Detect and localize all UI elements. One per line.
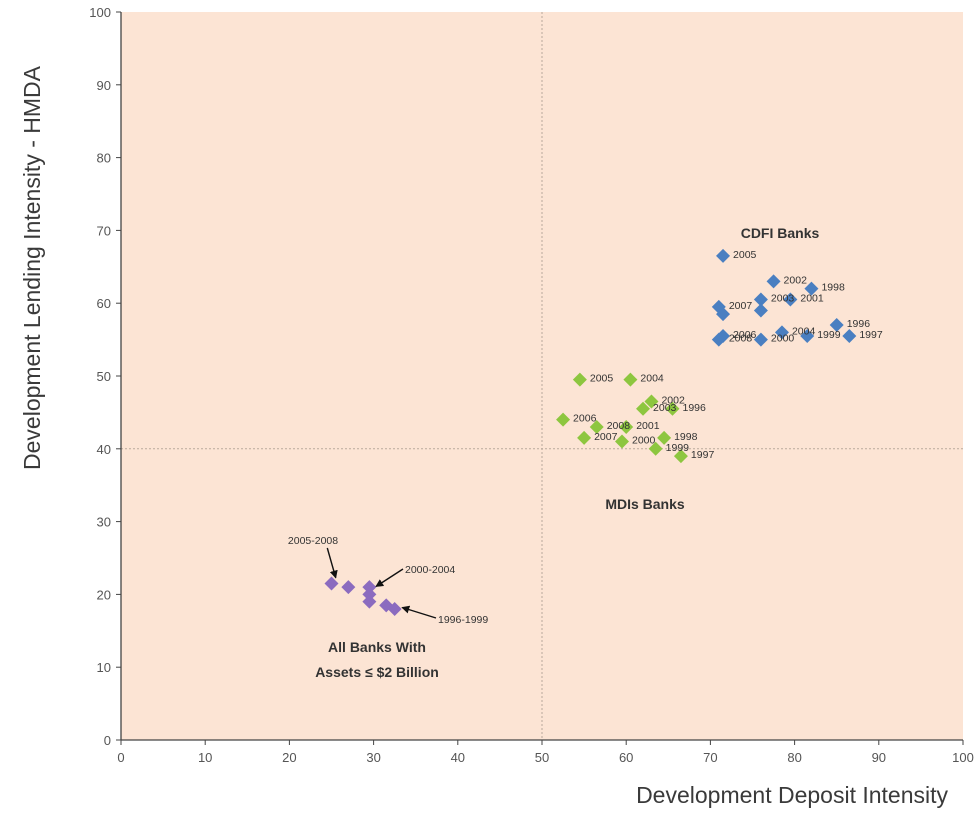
annotation-2005-2008: 2005-2008 (288, 535, 338, 547)
data-point (753, 292, 768, 307)
y-tick-label: 10 (97, 660, 111, 675)
y-tick-label: 70 (97, 223, 111, 238)
data-point (804, 281, 819, 296)
data-point-label: 1996 (683, 402, 707, 414)
data-point-label: 1998 (821, 282, 845, 294)
x-tick-label: 0 (117, 750, 124, 765)
y-tick-label: 30 (97, 515, 111, 530)
annotation-2000-2004: 2000-2004 (405, 564, 455, 576)
data-point-label: 2008 (607, 420, 631, 432)
annotation-arrows (326, 547, 437, 619)
data-point (636, 401, 651, 416)
data-point (774, 325, 789, 340)
data-point-label: 2008 (729, 333, 753, 345)
data-point (387, 601, 402, 616)
data-point-label: 2004 (792, 325, 816, 337)
reference-lines (121, 12, 963, 740)
y-tick-label: 20 (97, 587, 111, 602)
arrow-1996-1999 (401, 605, 437, 619)
y-tick-label: 100 (89, 5, 111, 20)
y-tick-label: 50 (97, 369, 111, 384)
data-point-label: 1997 (691, 449, 715, 461)
data-point-label: 1998 (674, 431, 698, 443)
data-point (644, 394, 659, 409)
data-point (766, 274, 781, 289)
data-point (842, 328, 857, 343)
x-tick-label: 30 (366, 750, 380, 765)
data-point-label: 1996 (847, 318, 871, 330)
data-point (362, 594, 377, 609)
annotation-1996-1999: 1996-1999 (438, 614, 488, 626)
data-point (783, 292, 798, 307)
data-point-label: 2002 (661, 394, 685, 406)
y-tick-label: 40 (97, 442, 111, 457)
data-point (556, 412, 571, 427)
x-tick-label: 20 (282, 750, 296, 765)
data-point-label: 2003 (653, 402, 677, 414)
data-point-label: 2007 (729, 300, 753, 312)
x-tick-label: 50 (535, 750, 549, 765)
arrow-2000-2004 (375, 568, 404, 587)
data-point (800, 328, 815, 343)
data-point-label: 2002 (784, 274, 808, 286)
y-tick-label: 90 (97, 78, 111, 93)
data-point-label: 1999 (666, 442, 690, 454)
x-tick-label: 40 (451, 750, 465, 765)
all-banks-label-line1: All Banks With (328, 639, 426, 655)
data-point (665, 401, 680, 416)
data-point (716, 248, 731, 263)
cdfi-group-label: CDFI Banks (741, 225, 820, 241)
data-point (589, 419, 604, 434)
data-point (753, 332, 768, 347)
x-tick-label: 10 (198, 750, 212, 765)
data-point-label: 2003 (771, 293, 795, 305)
data-point-label: 2004 (640, 373, 664, 385)
data-point-label: 1997 (859, 329, 883, 341)
data-point-label: 2001 (636, 420, 660, 432)
data-point (362, 587, 377, 602)
data-point (623, 372, 638, 387)
y-tick-label: 0 (104, 733, 111, 748)
data-point (577, 430, 592, 445)
data-points (324, 248, 857, 616)
y-axis-title: Development Lending Intensity - HMDA (19, 65, 45, 470)
data-point (711, 332, 726, 347)
data-point-label: 2005 (590, 373, 614, 385)
data-point (341, 580, 356, 595)
data-point-label: 2006 (733, 329, 757, 341)
y-tick-label: 80 (97, 151, 111, 166)
x-tick-label: 70 (703, 750, 717, 765)
all-banks-label-line2: Assets ≤ $2 Billion (315, 664, 439, 680)
data-point-label: 1999 (817, 329, 841, 341)
data-point (673, 449, 688, 464)
data-point-label: 2000 (771, 333, 795, 345)
x-tick-label: 60 (619, 750, 633, 765)
data-point-label: 2007 (594, 431, 618, 443)
y-tick-label: 60 (97, 296, 111, 311)
data-point-label: 2001 (800, 293, 824, 305)
data-point (572, 372, 587, 387)
data-point-label: 2000 (632, 435, 656, 447)
point-labels: 2005 2002 1998 2003 2001 2007 1996 2004 2006 1999… (573, 249, 883, 461)
data-point (362, 580, 377, 595)
x-tick-label: 100 (952, 750, 974, 765)
data-point (324, 576, 339, 591)
data-point-label: 2005 (733, 249, 757, 261)
data-point (657, 430, 672, 445)
arrow-2005-2008 (326, 547, 338, 579)
data-point (829, 318, 844, 333)
data-point (753, 303, 768, 318)
data-point (716, 307, 731, 322)
x-tick-label: 90 (872, 750, 886, 765)
data-point (614, 434, 629, 449)
x-tick-label: 80 (787, 750, 801, 765)
tick-labels: 0 10 20 30 40 50 60 70 80 90 100 0 10 20 30 40 50 60 70 80 9… (89, 5, 974, 765)
data-point-label: 2006 (573, 413, 597, 425)
mdi-group-label: MDIs Banks (605, 496, 685, 512)
data-point (648, 441, 663, 456)
x-axis-title: Development Deposit Intensity (636, 782, 948, 808)
data-point (619, 419, 634, 434)
